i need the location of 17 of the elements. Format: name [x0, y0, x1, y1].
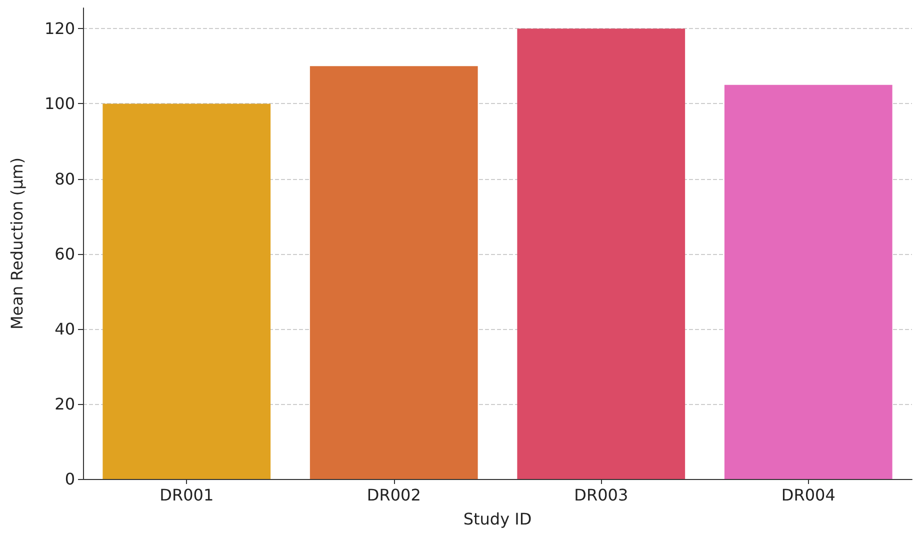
y-tick-label: 60	[54, 244, 75, 264]
bar	[102, 104, 271, 479]
bar	[310, 66, 478, 479]
x-axis-title: Study ID	[463, 510, 532, 528]
x-tick-label: DR004	[781, 486, 836, 504]
y-tick-label: 20	[54, 394, 75, 414]
bar	[724, 84, 892, 479]
x-tick-label: DR003	[574, 486, 628, 504]
y-tick-label: 120	[44, 19, 75, 38]
y-tick-label: 80	[54, 169, 75, 188]
x-tick-label: DR002	[366, 486, 421, 504]
bar	[517, 28, 686, 479]
y-tick-label: 40	[54, 319, 75, 338]
y-tick-label: 100	[44, 94, 75, 114]
y-tick-label: 0	[64, 470, 75, 488]
x-tick-label: DR001	[160, 486, 214, 504]
y-axis-title: Mean Reduction (μm)	[8, 158, 26, 330]
